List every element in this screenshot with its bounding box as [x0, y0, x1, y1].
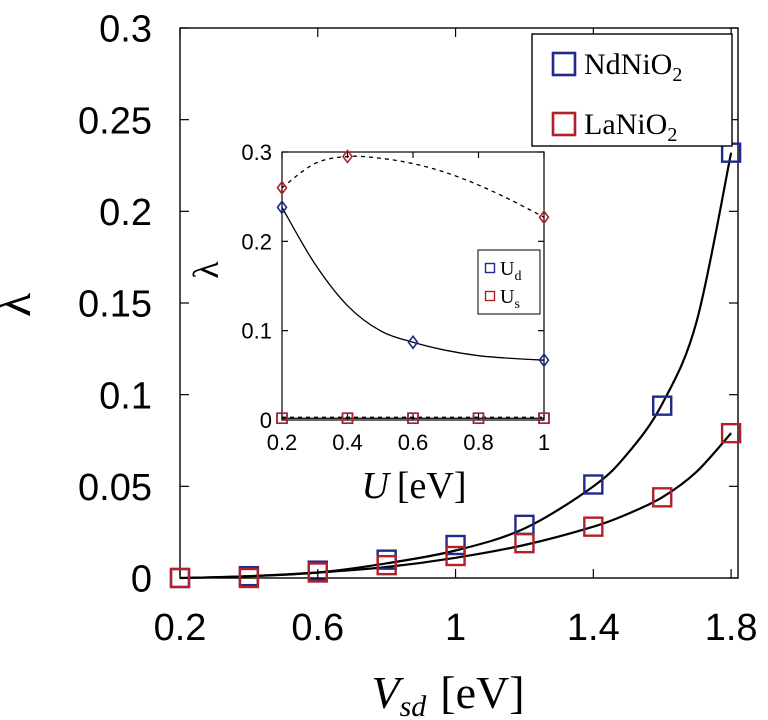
main-data-point — [376, 554, 397, 576]
main-ytick-label: 0 — [131, 559, 152, 601]
main-data-point — [583, 516, 604, 537]
main-xtick-label: 0.6 — [291, 607, 344, 649]
main-data-point — [238, 567, 260, 589]
inset-data-point — [342, 149, 353, 164]
inset-ytick-label: 0 — [260, 408, 272, 433]
inset-legend-entry-label: Ud — [500, 258, 521, 284]
inset-xtick-label: 0.6 — [398, 430, 429, 455]
inset-data-point — [276, 180, 288, 196]
main-ytick-label: 0.05 — [78, 467, 152, 509]
legend-marker — [551, 111, 577, 137]
main-fit-line — [179, 432, 732, 580]
inset-legend-marker — [484, 262, 496, 274]
inset-data-point — [538, 412, 550, 425]
inset-ytick-label: 0.3 — [241, 140, 272, 165]
main-data-point — [169, 567, 191, 589]
inset-legend-label-sub: s — [514, 297, 519, 312]
main-chart: 0.2 0.6 1 1.4 1.8 0 0.05 0.1 0.15 0.2 0.25 0.3 λ Vsd [… — [0, 9, 758, 720]
inset-fit-line — [281, 155, 545, 218]
inset-legend-label-base: U — [500, 258, 515, 280]
main-data-point — [720, 422, 742, 444]
main-xtick-label: 1.8 — [705, 607, 758, 649]
main-ytick-label: 0.1 — [99, 375, 152, 417]
legend-label-sub: 2 — [667, 124, 677, 146]
main-data-point — [307, 562, 328, 583]
main-data-point — [652, 487, 673, 508]
legend-label-sub: 2 — [672, 64, 682, 86]
inset-legend-label-base: U — [500, 286, 515, 308]
inset-y-axis-label: λ — [186, 261, 226, 279]
inset-xtick-label: 0.2 — [267, 430, 298, 455]
inset-legend-marker — [484, 290, 496, 302]
inset-fit-line — [281, 207, 545, 361]
inset-ytick-label: 0.1 — [241, 319, 272, 344]
inset-data-point — [276, 200, 288, 215]
inset-data-point — [538, 209, 550, 225]
x-label-unit: [eV] — [440, 667, 524, 718]
inset-legend-entry-label: Us — [500, 286, 520, 312]
inset-data-point — [276, 412, 288, 425]
inset-data-point — [341, 412, 354, 425]
legend-label-base: LaNiO — [584, 108, 667, 141]
main-data-point — [583, 474, 604, 495]
legend-entry-label: NdNiO2 — [584, 48, 682, 86]
inset-data-point — [538, 352, 550, 368]
main-data-point — [445, 545, 466, 567]
legend-label-base: NdNiO — [584, 48, 672, 81]
main-xtick-label: 1.4 — [567, 607, 620, 649]
main-data-point — [514, 532, 535, 554]
main-ytick-label: 0.2 — [99, 192, 152, 234]
inset-xtick-label: 0.4 — [332, 430, 363, 455]
main-xtick-label: 1 — [445, 607, 466, 649]
inset-legend-label-sub: d — [514, 269, 521, 284]
main-x-axis-label: Vsd [eV] — [371, 667, 524, 720]
inset-data-point — [407, 334, 419, 350]
inset-legend-box — [477, 249, 541, 315]
legend-marker — [551, 51, 577, 77]
main-xtick-label: 0.2 — [154, 607, 207, 649]
inset-xtick-label: 1 — [538, 430, 550, 455]
inset-x-axis-label: U [eV] — [361, 465, 466, 507]
inset-xtick-label: 0.8 — [463, 430, 494, 455]
inset-ytick-label: 0.2 — [241, 229, 272, 254]
main-data-point — [652, 395, 673, 416]
inset-x-label-var: U — [361, 465, 391, 507]
legend-entry-label: LaNiO2 — [584, 108, 677, 146]
inset-data-point — [407, 412, 419, 425]
main-ytick-label: 0.25 — [78, 100, 152, 142]
main-data-point — [445, 534, 466, 556]
x-label-sub: sd — [400, 690, 428, 720]
inset-data-point — [472, 412, 485, 425]
main-ytick-label: 0.15 — [78, 284, 152, 326]
inset-x-label-unit: [eV] — [397, 465, 467, 507]
main-y-axis-label: λ — [0, 293, 41, 317]
x-label-var: V — [371, 667, 404, 718]
main-ytick-label: 0.3 — [99, 9, 152, 51]
